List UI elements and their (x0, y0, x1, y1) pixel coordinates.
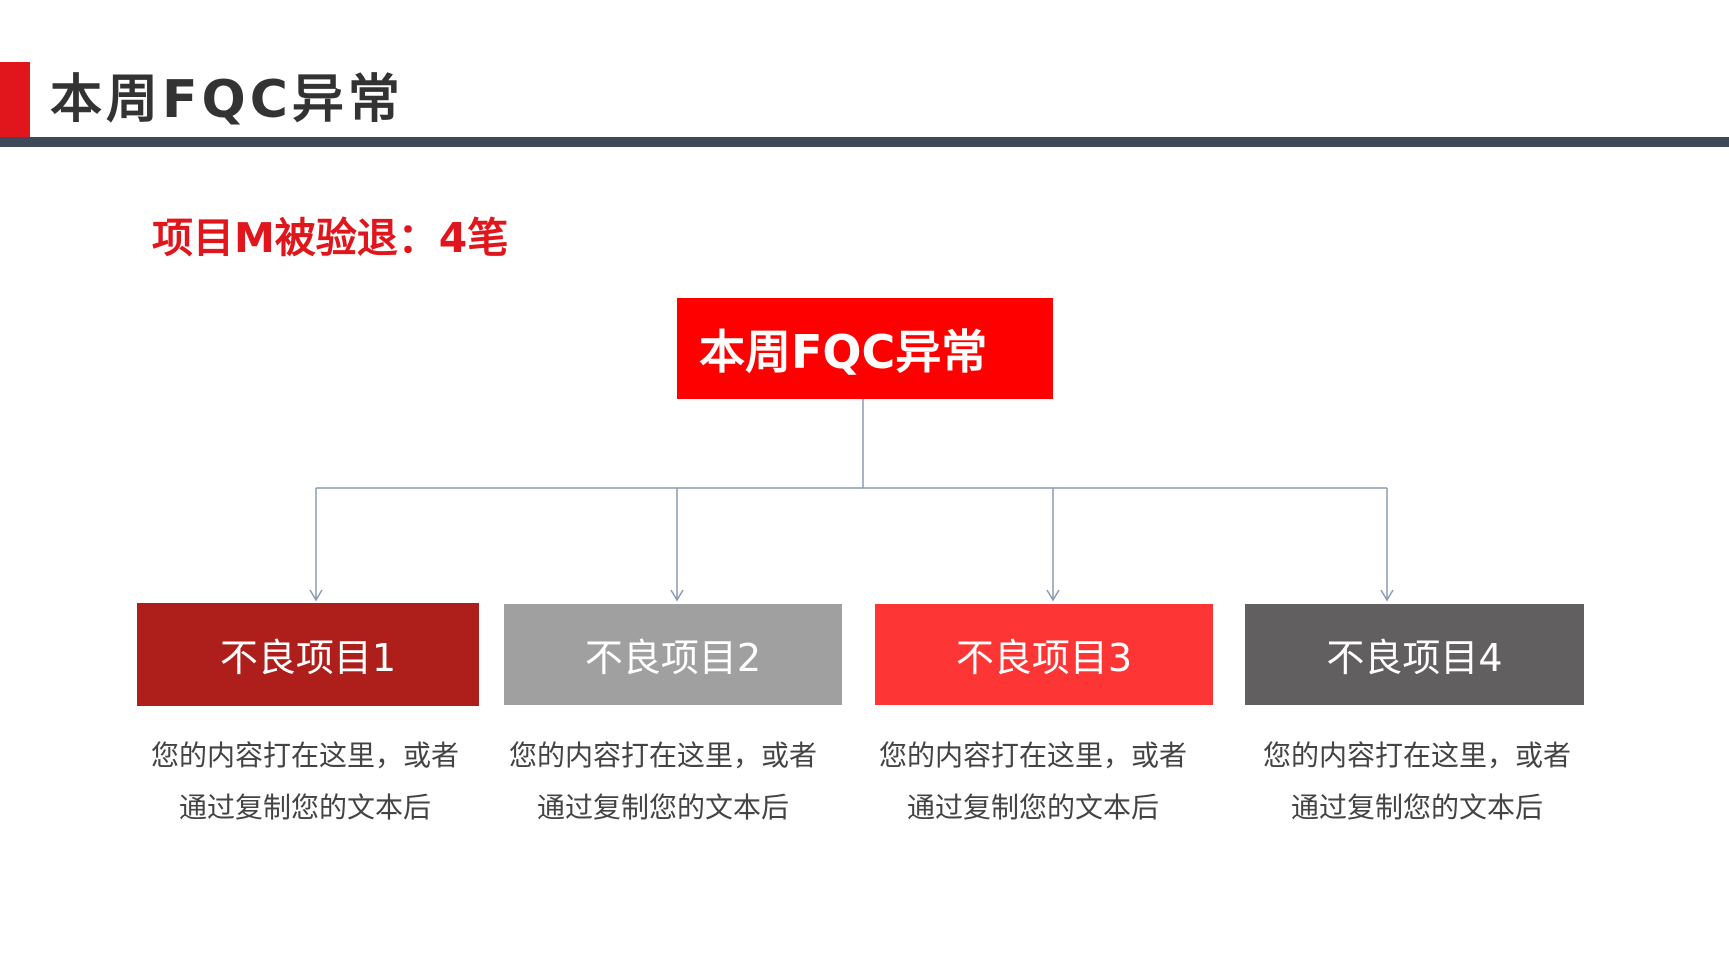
header-rule (0, 137, 1729, 147)
page-title: 本周FQC异常 (50, 70, 404, 130)
child-description-2: 您的内容打在这里，或者 通过复制您的文本后 (483, 730, 843, 834)
arrow-4 (1380, 488, 1394, 602)
child-node-2: 不良项目2 (504, 604, 842, 705)
desc-line: 您的内容打在这里，或者 (878, 739, 1187, 772)
child-description-1: 您的内容打在这里，或者 通过复制您的文本后 (125, 730, 485, 834)
desc-line: 通过复制您的文本后 (1290, 791, 1543, 824)
child-description-3: 您的内容打在这里，或者 通过复制您的文本后 (853, 730, 1213, 834)
title-accent-bar (0, 62, 30, 138)
child-description-4: 您的内容打在这里，或者 通过复制您的文本后 (1237, 730, 1597, 834)
desc-line: 通过复制您的文本后 (906, 791, 1159, 824)
desc-line: 通过复制您的文本后 (178, 791, 431, 824)
subtitle: 项目M被验退：4笔 (152, 214, 509, 262)
root-node: 本周FQC异常 (677, 298, 1053, 399)
arrow-1 (309, 488, 323, 602)
arrow-2 (670, 488, 684, 602)
desc-line: 您的内容打在这里，或者 (508, 739, 817, 772)
child-node-3: 不良项目3 (875, 604, 1213, 705)
child-node-4: 不良项目4 (1245, 604, 1584, 705)
child-node-1: 不良项目1 (137, 603, 479, 706)
desc-line: 您的内容打在这里，或者 (150, 739, 459, 772)
desc-line: 您的内容打在这里，或者 (1262, 739, 1571, 772)
arrow-3 (1046, 488, 1060, 602)
desc-line: 通过复制您的文本后 (536, 791, 789, 824)
